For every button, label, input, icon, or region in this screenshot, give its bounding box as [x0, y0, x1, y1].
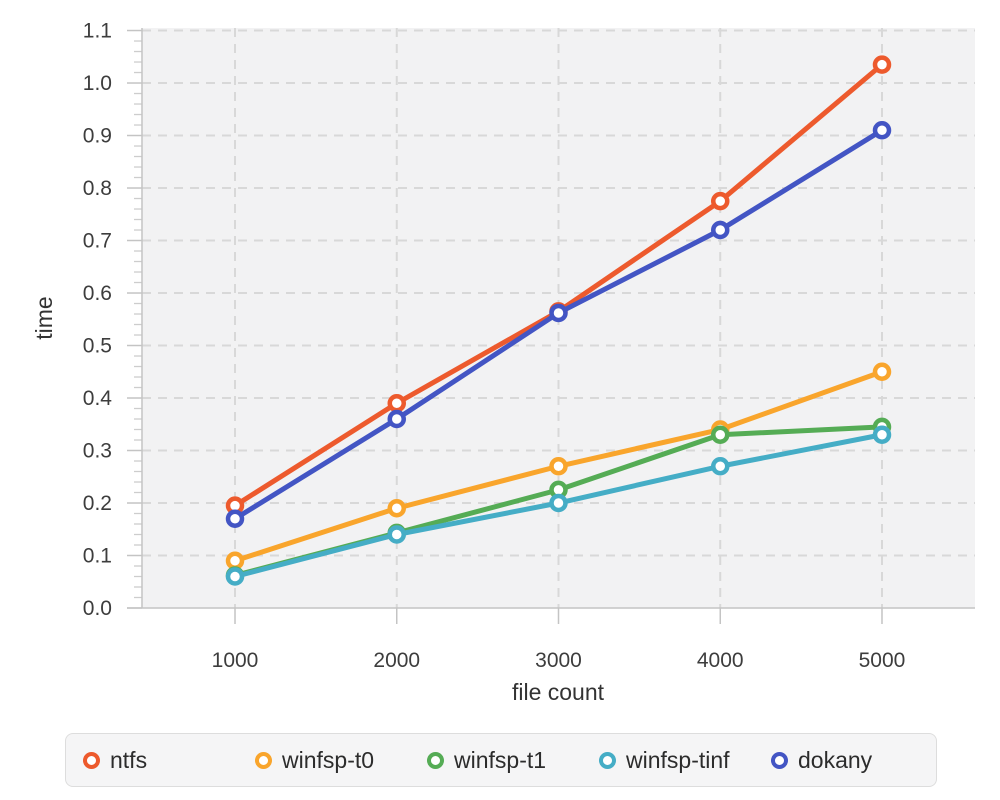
legend-item-label: winfsp-tinf — [626, 746, 730, 773]
marker-winfsp-t0 — [549, 457, 568, 476]
y-tick-label: 0.5 — [83, 335, 112, 358]
marker-dokany — [387, 409, 407, 429]
x-tick-label: 2000 — [373, 649, 420, 672]
x-tick-label: 1000 — [212, 649, 259, 672]
legend-marker-icon — [771, 751, 788, 769]
legend-marker-icon — [427, 751, 444, 769]
y-tick-label: 0.7 — [83, 230, 112, 253]
y-tick-label: 0.9 — [83, 125, 112, 148]
y-tick-label: 0.0 — [83, 597, 112, 620]
legend-marker-icon — [255, 751, 272, 769]
marker-winfsp-t0 — [387, 499, 407, 518]
marker-ntfs — [872, 55, 892, 74]
y-tick-label: 0.8 — [83, 177, 112, 200]
y-tick-label: 1.0 — [83, 72, 112, 95]
marker-dokany — [872, 121, 892, 140]
y-tick-label: 1.1 — [83, 20, 112, 43]
marker-winfsp-tinf — [387, 525, 407, 544]
marker-ntfs — [387, 394, 407, 413]
marker-winfsp-t1 — [710, 425, 730, 445]
legend-marker-icon — [83, 751, 100, 769]
legend-item-ntfs[interactable]: ntfs — [83, 746, 255, 773]
legend-item-dokany[interactable]: dokany — [771, 746, 873, 773]
legend-item-label: winfsp-t1 — [454, 746, 547, 773]
legend-item-winfsp-t1[interactable]: winfsp-t1 — [427, 746, 599, 773]
marker-winfsp-t0 — [872, 362, 892, 382]
y-tick-label: 0.6 — [83, 282, 112, 305]
x-axis-title: file count — [512, 679, 605, 705]
y-axis-title: time — [31, 296, 57, 339]
axes-layer: 0.0 0.1 0.2 0.3 0.4 0.5 0.6 0.7 0.8 0.9 1.0 1.1 1000… — [83, 20, 975, 672]
marker-winfsp-t0 — [225, 551, 245, 571]
marker-winfsp-tinf — [710, 457, 730, 476]
legend-item-winfsp-t0[interactable]: winfsp-t0 — [255, 746, 427, 773]
x-tick-label: 3000 — [535, 649, 582, 672]
x-tick-label: 4000 — [697, 649, 744, 672]
marker-ntfs — [710, 191, 730, 211]
legend-marker-icon — [599, 751, 616, 769]
marker-winfsp-tinf — [549, 493, 568, 513]
series-layer — [225, 55, 892, 586]
y-tick-label: 0.1 — [83, 545, 112, 568]
y-tick-label: 0.2 — [83, 492, 112, 515]
legend-item-label: ntfs — [110, 746, 148, 773]
marker-dokany — [710, 220, 730, 240]
y-tick-label: 0.3 — [83, 440, 112, 463]
legend-item-label: dokany — [798, 746, 873, 773]
marker-winfsp-tinf — [872, 425, 892, 445]
marker-winfsp-tinf — [225, 567, 245, 586]
legend-item-label: winfsp-t0 — [282, 746, 375, 773]
x-tick-label: 5000 — [859, 649, 906, 672]
marker-dokany — [549, 303, 568, 323]
legend-item-winfsp-tinf[interactable]: winfsp-tinf — [599, 746, 771, 773]
y-tick-label: 0.4 — [83, 387, 113, 410]
legend: ntfs winfsp-t0 winfsp-t1 winfsp-tinf dokany — [65, 733, 937, 787]
marker-dokany — [225, 509, 245, 529]
chart-canvas: 0.0 0.1 0.2 0.3 0.4 0.5 0.6 0.7 0.8 0.9 1.0 1.1 1000… — [31, 20, 975, 705]
